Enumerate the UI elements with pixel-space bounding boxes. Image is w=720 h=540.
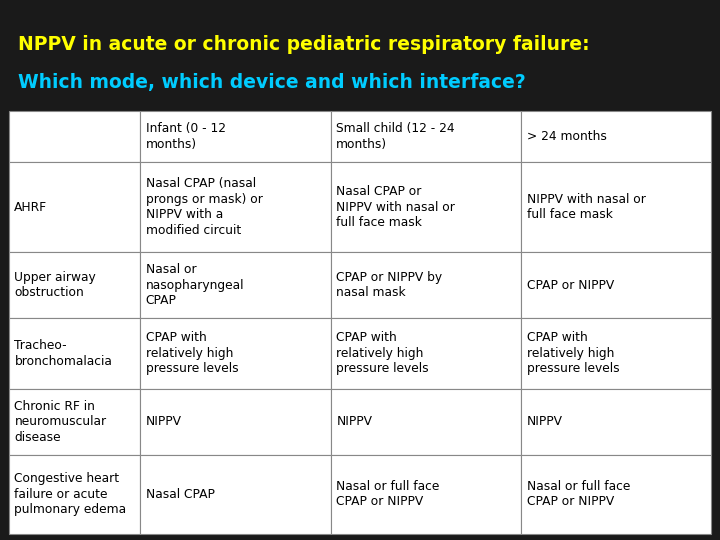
Text: Nasal or full face
CPAP or NIPPV: Nasal or full face CPAP or NIPPV [527, 480, 630, 508]
Text: NIPPV: NIPPV [336, 415, 372, 428]
Text: AHRF: AHRF [14, 201, 48, 214]
Bar [521, 163, 711, 252]
Bar [521, 111, 711, 163]
Bar [330, 318, 521, 389]
Text: CPAP with
relatively high
pressure levels: CPAP with relatively high pressure level… [336, 332, 429, 375]
Bar [9, 455, 140, 534]
Text: Chronic RF in
neuromuscular
disease: Chronic RF in neuromuscular disease [14, 400, 107, 444]
Text: Infant (0 - 12
months): Infant (0 - 12 months) [146, 122, 226, 151]
Bar [521, 318, 711, 389]
Text: CPAP or NIPPV by
nasal mask: CPAP or NIPPV by nasal mask [336, 271, 442, 299]
Bar [521, 252, 711, 318]
Bar [330, 455, 521, 534]
Text: Tracheo-
bronchomalacia: Tracheo- bronchomalacia [14, 339, 112, 368]
Bar [9, 318, 140, 389]
Text: Nasal CPAP: Nasal CPAP [146, 488, 215, 501]
Bar [521, 389, 711, 455]
Bar [140, 111, 330, 163]
Bar [330, 163, 521, 252]
Bar [140, 252, 330, 318]
Text: NPPV in acute or chronic pediatric respiratory failure:: NPPV in acute or chronic pediatric respi… [18, 35, 590, 54]
Bar [330, 111, 521, 163]
Text: CPAP with
relatively high
pressure levels: CPAP with relatively high pressure level… [146, 332, 238, 375]
Text: Congestive heart
failure or acute
pulmonary edema: Congestive heart failure or acute pulmon… [14, 472, 127, 516]
Text: CPAP or NIPPV: CPAP or NIPPV [527, 279, 614, 292]
Bar [140, 455, 330, 534]
Bar [330, 389, 521, 455]
Text: Nasal CPAP (nasal
prongs or mask) or
NIPPV with a
modified circuit: Nasal CPAP (nasal prongs or mask) or NIP… [146, 178, 263, 237]
Bar [9, 252, 140, 318]
Text: Upper airway
obstruction: Upper airway obstruction [14, 271, 96, 299]
Text: Small child (12 - 24
months): Small child (12 - 24 months) [336, 122, 455, 151]
Text: > 24 months: > 24 months [527, 130, 606, 143]
Text: NIPPV with nasal or
full face mask: NIPPV with nasal or full face mask [527, 193, 646, 221]
Bar [140, 318, 330, 389]
Bar [140, 163, 330, 252]
Text: Nasal CPAP or
NIPPV with nasal or
full face mask: Nasal CPAP or NIPPV with nasal or full f… [336, 185, 455, 229]
Text: Which mode, which device and which interface?: Which mode, which device and which inter… [18, 73, 526, 92]
Text: NIPPV: NIPPV [146, 415, 182, 428]
Bar [330, 252, 521, 318]
Text: CPAP with
relatively high
pressure levels: CPAP with relatively high pressure level… [527, 332, 619, 375]
Bar [9, 163, 140, 252]
Bar [9, 111, 140, 163]
Bar [140, 389, 330, 455]
Bar [521, 455, 711, 534]
Text: NIPPV: NIPPV [527, 415, 563, 428]
Bar [9, 389, 140, 455]
Text: Nasal or full face
CPAP or NIPPV: Nasal or full face CPAP or NIPPV [336, 480, 440, 508]
Text: Nasal or
nasopharyngeal
CPAP: Nasal or nasopharyngeal CPAP [146, 263, 244, 307]
